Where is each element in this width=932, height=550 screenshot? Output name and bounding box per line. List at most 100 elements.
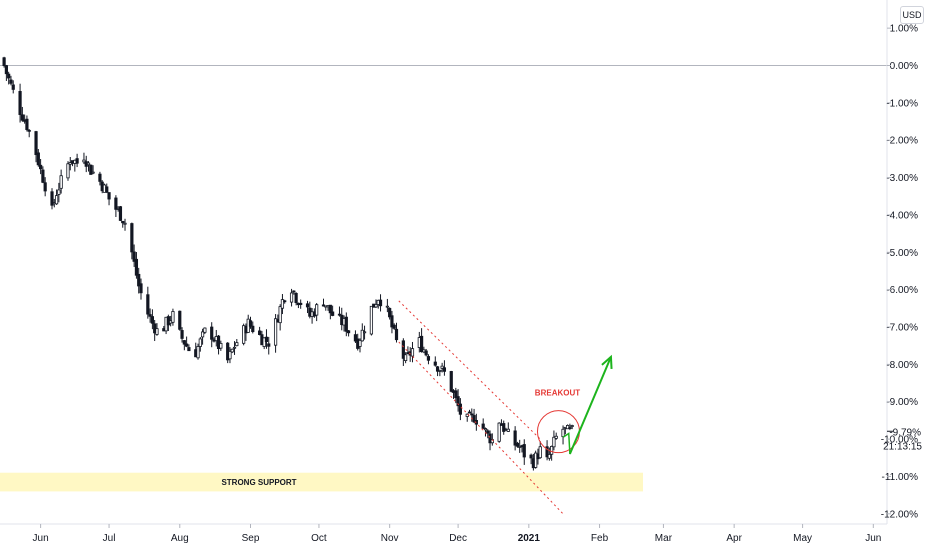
candle-body [353, 334, 358, 342]
candle-body [529, 454, 533, 459]
candle-body [378, 299, 383, 307]
candle-body [203, 327, 207, 333]
candle-body [267, 343, 271, 347]
countdown-label: 21:13:15 [883, 441, 922, 452]
candle-body [554, 435, 558, 439]
candle-body [25, 118, 29, 130]
candle-body [200, 331, 205, 338]
candle-body [362, 331, 367, 334]
candle-body [410, 348, 415, 357]
candle-body [321, 304, 326, 307]
candle-body [178, 310, 182, 330]
strong-support-label: STRONG SUPPORT [221, 478, 296, 487]
candle-body [369, 305, 374, 335]
time-axis-tick-label: 2021 [518, 533, 541, 544]
candle-body [262, 337, 266, 347]
candle-body [235, 342, 239, 347]
current-value-label: -9.79% [889, 427, 921, 438]
candle-body [118, 206, 123, 221]
candle-body [171, 311, 175, 323]
time-axis-tick-label: Apr [726, 533, 742, 544]
candle-body [230, 348, 234, 353]
price-axis-tick-label: -5.00% [886, 248, 918, 259]
candle-body [11, 84, 15, 90]
candle-body [547, 454, 551, 459]
candle-body [196, 346, 200, 359]
candle-body [50, 191, 54, 206]
candle-body [216, 335, 221, 350]
candle-body [273, 318, 278, 346]
price-axis-tick-label: -7.00% [886, 323, 918, 334]
candle-body [426, 356, 431, 361]
candle-body [515, 442, 520, 447]
time-axis[interactable]: Jun Jul Aug Sep Oct Nov Dec 2021 Feb Mar Apr May Jun [33, 524, 882, 544]
candle-body [198, 338, 202, 347]
candle-body [54, 195, 59, 205]
candle-body [86, 162, 91, 166]
candle-body [7, 73, 11, 79]
candle-body [374, 304, 378, 308]
candle-body [502, 423, 506, 432]
candle-body [180, 330, 184, 339]
time-axis-tick-label: May [793, 533, 812, 544]
candle-body [454, 390, 458, 399]
candle-body [538, 446, 542, 459]
candle-body [121, 220, 125, 224]
candle-body [278, 306, 282, 324]
candle-body [442, 367, 447, 372]
breakout-label: BREAKOUT [535, 389, 580, 398]
price-axis-tick-label: -3.00% [886, 173, 918, 184]
price-axis-tick-label: -9.00% [886, 397, 918, 408]
candle-body [467, 411, 472, 414]
price-axis[interactable]: 1.00% 0.00% -1.00% -2.00% -3.00% -4.00% -5.00%… [881, 24, 918, 521]
candle-body [137, 273, 141, 287]
candle-body [299, 302, 303, 305]
candle-body [337, 313, 342, 316]
candle-body [248, 320, 253, 327]
candle-body [242, 325, 246, 344]
candle-body [438, 369, 442, 372]
candle-body [39, 164, 43, 170]
projection-arrow-shaft [568, 356, 612, 455]
candle-body [155, 328, 159, 335]
candle-body [315, 304, 319, 316]
candle-body [488, 433, 492, 444]
candle-body [458, 403, 462, 415]
candle-body [210, 326, 214, 340]
price-axis-tick-label: -8.00% [886, 360, 918, 371]
candle-body [187, 347, 191, 352]
price-axis-tick-label: -2.00% [886, 136, 918, 147]
candle-body [280, 299, 285, 309]
candle-body [486, 430, 490, 434]
candle-body [552, 436, 556, 448]
projection-arrow-head [601, 354, 613, 369]
candle-body [401, 340, 405, 359]
strong-support-zone [0, 472, 643, 492]
candle-body [264, 336, 269, 343]
candle-body [98, 173, 102, 182]
candle-body [41, 169, 45, 183]
candle-body [390, 315, 394, 328]
candle-body [394, 328, 399, 341]
candle-body [114, 197, 118, 210]
candle-body [82, 159, 86, 163]
time-axis-tick-label: Feb [591, 533, 609, 544]
candle-body [130, 223, 134, 253]
candle-body [146, 294, 150, 315]
candle-body [150, 316, 154, 324]
candle-body [251, 325, 255, 333]
candle-body [27, 129, 31, 132]
candle-body [456, 396, 460, 407]
candle-body [360, 329, 364, 342]
candle-body [404, 354, 408, 362]
candle-body [433, 361, 437, 366]
time-axis-tick-label: Dec [449, 533, 467, 544]
candle-body [283, 300, 287, 303]
price-axis-tick-label: -12.00% [881, 509, 918, 520]
candle-body [545, 446, 549, 458]
time-axis-tick-label: Jul [103, 533, 116, 544]
candle-body [522, 444, 526, 458]
currency-button[interactable]: USD [900, 6, 924, 24]
